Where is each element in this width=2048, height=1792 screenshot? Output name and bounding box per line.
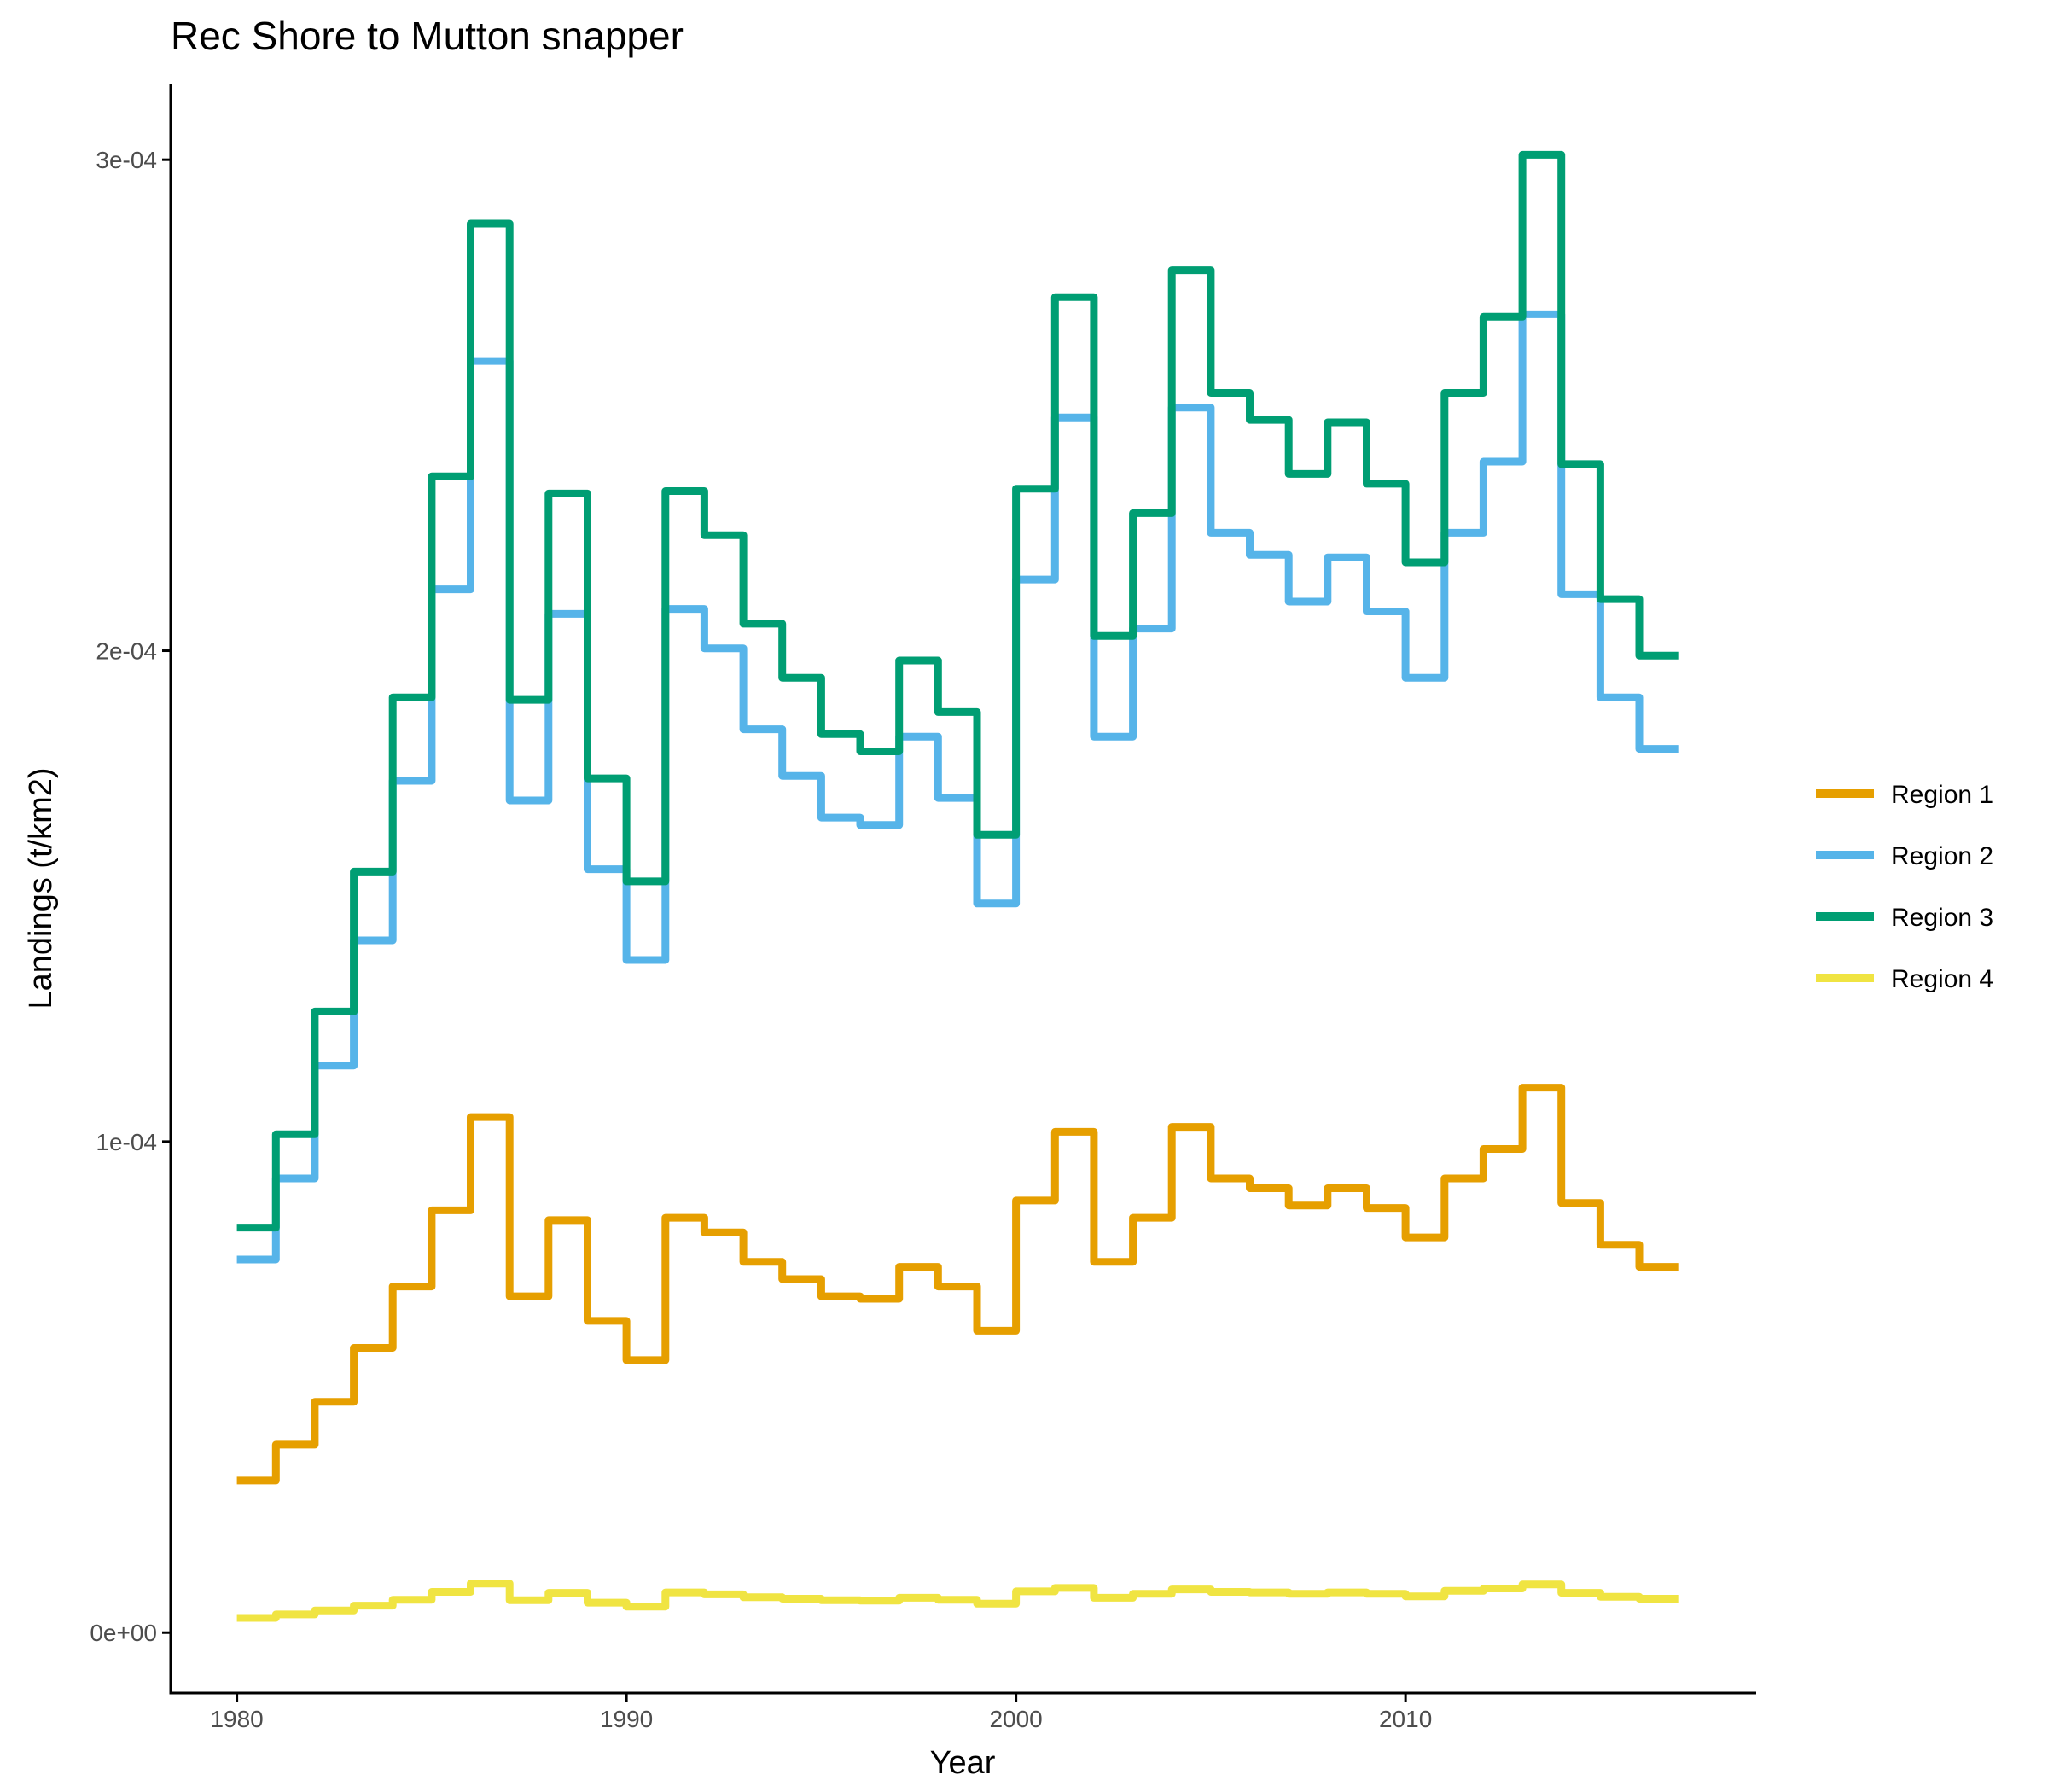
chart-title: Rec Shore to Mutton snapper: [171, 14, 684, 58]
y-axis-title: Landings (t/km2): [23, 767, 59, 1009]
legend-label-region-2: Region 2: [1891, 842, 1993, 870]
x-tick-label: 1980: [210, 1706, 263, 1732]
y-tick-label: 0e+00: [90, 1620, 157, 1646]
legend-label-region-1: Region 1: [1891, 781, 1993, 809]
y-axis-ticks: 0e+00 1e-04 2e-04 3e-04: [90, 147, 171, 1646]
series-line-region-3: [236, 150, 1679, 1232]
legend-label-region-4: Region 4: [1891, 965, 1993, 993]
legend-label-region-3: Region 3: [1891, 904, 1993, 932]
x-tick-label: 2000: [989, 1706, 1042, 1732]
x-tick-label: 1990: [600, 1706, 653, 1732]
x-axis-title: Year: [930, 1745, 996, 1781]
legend: Region 1 Region 2 Region 3 Region 4: [1816, 781, 1993, 993]
series-line-region-4: [236, 1580, 1679, 1622]
x-tick-label: 2010: [1379, 1706, 1432, 1732]
x-axis-ticks: 1980 1990 2000 2010: [210, 1693, 1432, 1732]
y-tick-label: 2e-04: [96, 638, 157, 665]
plot-area: [236, 150, 1679, 1622]
y-tick-label: 3e-04: [96, 147, 157, 173]
series-line-region-2: [236, 310, 1679, 1264]
y-tick-label: 1e-04: [96, 1129, 157, 1155]
series-line-region-1: [236, 1084, 1679, 1485]
